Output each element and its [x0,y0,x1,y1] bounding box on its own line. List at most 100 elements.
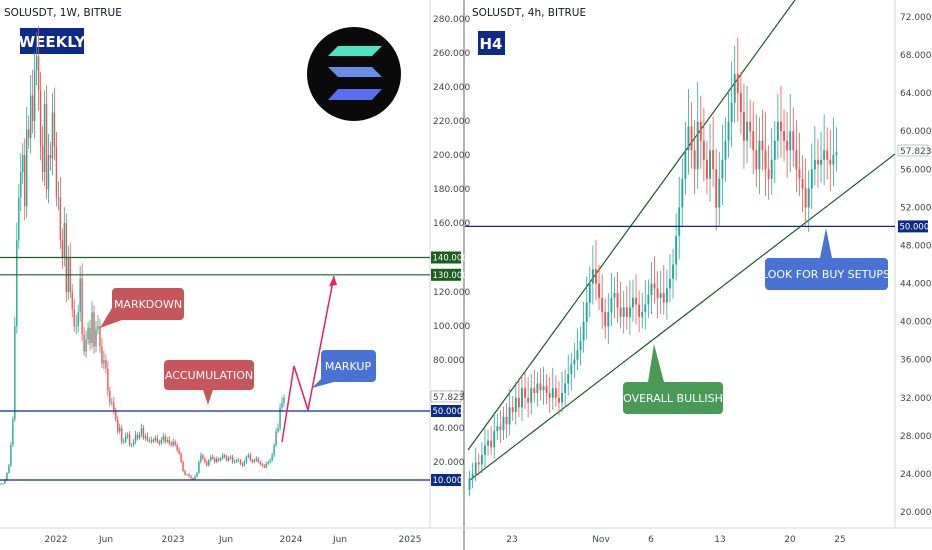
candlestick [132,438,135,447]
candlestick [758,117,761,195]
markup-label: MARKUP [325,360,372,373]
candlestick [59,177,62,249]
candlestick [471,462,474,489]
candlestick [542,366,545,405]
candlestick [480,442,483,474]
candlestick [487,429,489,456]
weekly-badge-label: WEEKLY [19,33,87,51]
candlestick [607,293,610,344]
overall-bullish-callout: OVERALL BULLISH [623,344,723,414]
candlestick [249,452,252,462]
candlestick [107,361,109,396]
candlestick [128,431,131,447]
candlestick [591,245,594,305]
candlestick [126,432,129,440]
candlestick [6,471,8,481]
candlestick [789,94,792,173]
candlestick [641,293,644,329]
candlestick [804,158,807,226]
candlestick [265,461,267,469]
candlestick [77,304,79,333]
y-tick-label: 60.000 [900,127,932,137]
candlestick [832,117,835,187]
candlestick [628,280,631,335]
x-tick-label: 6 [648,535,654,545]
weekly-chart-panel: SOLUSDT, 1W, BITRUE WEEKLY 280.000 260.00… [0,7,470,545]
candlestick [113,396,115,415]
candlestick [37,26,40,111]
candlestick [684,121,687,195]
candlestick [221,452,224,460]
candlestick [29,74,32,154]
weekly-price-tag: 57.823 [430,390,465,403]
candlestick [61,228,64,269]
candlestick [277,423,279,434]
h4-badge-label: H4 [480,35,503,53]
candlestick [530,374,533,415]
candlestick [57,181,60,211]
candlestick [721,124,724,205]
candlestick [63,207,66,267]
candlestick [35,32,38,86]
candlestick [675,213,678,281]
y-tick-label: 28.000 [900,432,932,442]
candlestick [770,128,773,195]
candlestick [200,452,202,464]
candlestick [121,425,123,445]
candlestick [225,454,228,462]
candlestick [18,184,20,249]
horizontal-level: 130.000 [0,268,468,281]
candlestick [496,413,499,441]
h4-price-tag: 57.823 [897,144,932,157]
candlestick [251,458,254,464]
buy-setups-callout: LOOK FOR BUY SETUPS [762,228,890,290]
candlestick [259,460,261,466]
candlestick [202,453,204,460]
candlestick [140,423,143,438]
candlestick [97,314,99,335]
y-tick-label: 56.000 [900,165,932,175]
candlestick [208,458,210,467]
y-tick-label: 20.000 [900,508,932,518]
candlestick [130,443,133,448]
candlestick [154,435,157,443]
candlestick [51,92,54,176]
candlestick [138,431,141,440]
candlestick [813,126,816,186]
candlestick [511,395,514,421]
candlestick [807,170,810,233]
y-tick-label: 80.000 [433,356,465,366]
candlestick [585,276,588,340]
candlestick [43,90,46,186]
candlestick [755,114,758,188]
x-tick-label: Jun [98,535,113,545]
candlestick [558,381,560,416]
candlestick [625,285,628,330]
candlestick [638,290,641,333]
markup-projection-path [281,275,337,443]
candlestick [182,460,184,473]
candlestick [712,116,715,188]
candlestick [190,474,192,480]
candlestick [233,459,236,464]
level-tag-label: 140.000 [433,254,468,264]
candlestick [14,316,16,422]
candlestick [89,319,91,351]
candlestick [653,256,656,304]
candlestick [551,367,554,410]
candlestick [8,463,10,474]
candlestick [119,423,121,434]
candlestick [514,382,517,425]
y-tick-label: 64.000 [900,89,932,99]
candlestick [484,428,486,468]
candlestick [269,458,271,464]
candlestick [245,455,248,464]
candlestick [123,438,125,444]
candlestick [216,456,218,464]
candlestick [693,119,696,195]
candlestick [16,222,18,334]
candlestick [739,71,742,134]
candlestick [73,299,75,332]
accumulation-callout: ACCUMULATION [164,360,254,405]
